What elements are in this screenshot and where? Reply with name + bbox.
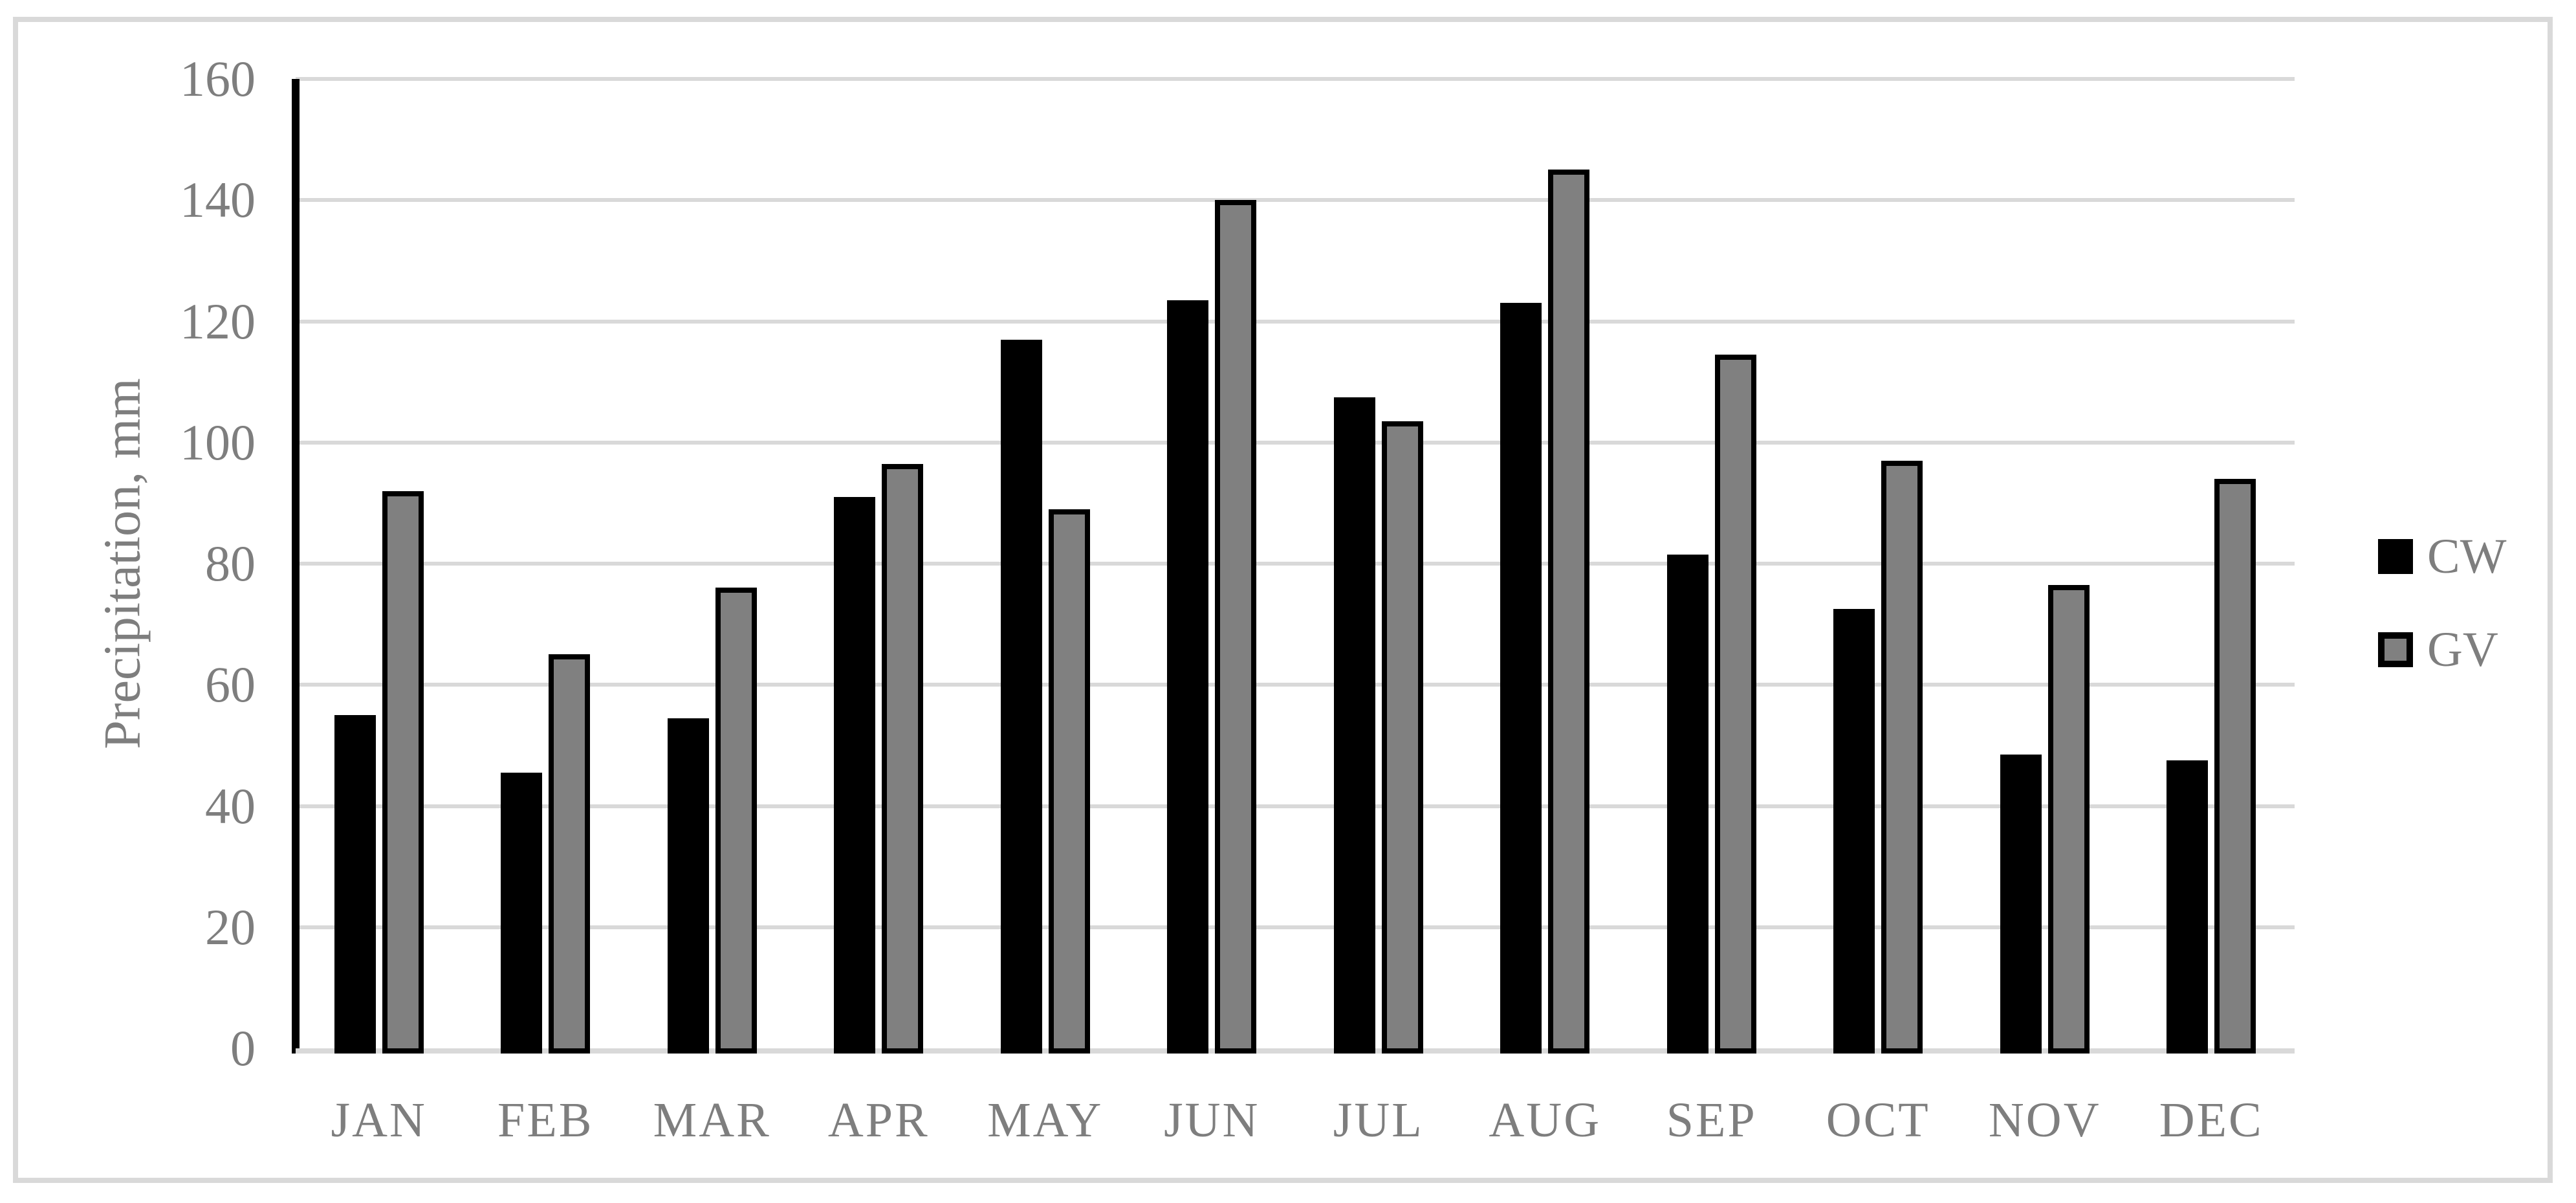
gridline-80 [296,562,2295,566]
x-axis-label-apr: APR [827,1093,930,1147]
y-tick-label-140: 140 [180,171,256,228]
x-axis-label-dec: DEC [2159,1093,2264,1147]
bar-group-mar [667,588,757,1054]
bar-cw-aug [1500,303,1542,1054]
bar-cw-apr [834,497,876,1054]
bar-cw-may [1000,339,1042,1054]
bar-cw-mar [667,718,709,1054]
y-tick-label-80: 80 [205,535,256,591]
bar-gv-nov [2047,584,2090,1054]
legend-swatch-cw [2378,539,2413,574]
gridline-140 [296,198,2295,203]
y-tick-label-160: 160 [180,50,256,107]
gridline-100 [296,440,2295,445]
bar-gv-dec [2214,478,2256,1054]
x-axis-labels: JAN FEB MAR APR MAY JUN JUL AUG SEP OCT NOV DEC [296,1092,2295,1170]
bar-group-may [1000,339,1090,1054]
y-axis-tick-labels: 0 20 40 60 80 100 120 140 160 [0,50,256,1076]
bar-gv-jun [1215,200,1257,1054]
bar-gv-sep [1714,355,1756,1054]
bar-group-nov [2000,584,2090,1054]
legend: CW GV [2378,532,2506,674]
gridline-60 [296,683,2295,687]
x-axis-label-jul: JUL [1333,1093,1424,1147]
x-axis-label-sep: SEP [1666,1093,1757,1147]
bar-cw-jun [1167,300,1209,1054]
gridline-40 [296,804,2295,808]
bar-cw-nov [2000,754,2042,1054]
bar-gv-apr [882,463,924,1054]
gridline-160 [296,77,2295,81]
gridline-120 [296,319,2295,324]
bar-gv-may [1048,509,1090,1054]
legend-entry-cw: CW [2378,532,2506,581]
y-tick-label-0: 0 [230,1020,256,1076]
bar-gv-mar [715,588,757,1054]
bar-gv-feb [549,654,591,1054]
bar-cw-jan [334,715,376,1054]
legend-swatch-gv [2378,632,2413,667]
bar-group-dec [2167,478,2256,1054]
x-axis-label-mar: MAR [653,1093,771,1147]
x-axis-baseline [296,1048,2295,1054]
y-tick-label-120: 120 [180,292,256,349]
x-axis-label-may: MAY [987,1093,1104,1147]
y-axis-line [292,79,300,1054]
bar-gv-aug [1548,170,1590,1054]
bar-cw-dec [2167,760,2209,1054]
bar-group-sep [1666,355,1756,1054]
x-axis-label-jan: JAN [331,1093,427,1147]
bar-cw-sep [1666,554,1708,1054]
bar-gv-oct [1881,460,1923,1054]
x-axis-label-aug: AUG [1489,1093,1602,1147]
bar-group-oct [1833,460,1923,1054]
bar-cw-oct [1833,609,1875,1054]
y-tick-label-40: 40 [205,777,256,834]
bar-group-feb [501,654,591,1054]
plot-area [292,77,2295,1054]
x-axis-label-nov: NOV [1988,1093,2101,1147]
y-tick-label-20: 20 [205,898,256,955]
bar-group-aug [1500,170,1590,1054]
x-axis-label-jun: JUN [1164,1093,1260,1147]
bar-group-jan [334,491,424,1054]
y-tick-label-60: 60 [205,656,256,713]
y-tick-label-100: 100 [180,414,256,470]
bar-cw-feb [501,773,543,1054]
bar-cw-jul [1333,397,1375,1054]
gridline-20 [296,925,2295,929]
x-axis-label-feb: FEB [497,1093,594,1147]
bar-gv-jan [382,491,424,1054]
bar-group-apr [834,463,924,1054]
chart-border [13,17,2553,1183]
legend-label-gv: GV [2427,623,2498,677]
x-axis-label-oct: OCT [1826,1093,1930,1147]
bar-group-jun [1167,200,1257,1054]
legend-label-cw: CW [2427,529,2507,584]
legend-entry-gv: GV [2378,625,2506,674]
bar-gv-jul [1381,421,1423,1054]
bar-group-jul [1333,397,1423,1054]
